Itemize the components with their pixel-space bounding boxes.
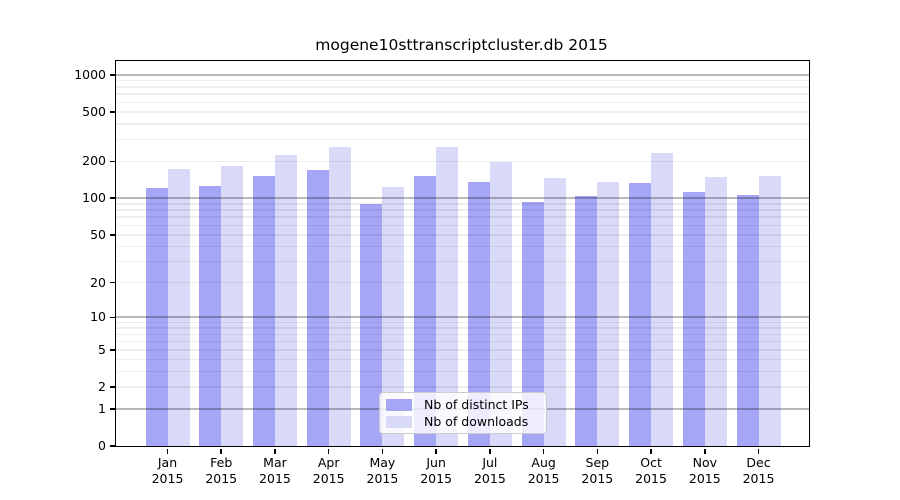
gridline-minor (116, 111, 809, 113)
legend-item-distinct-ips: Nb of distinct IPs (386, 397, 540, 412)
x-axis-tick-label: Feb 2015 (205, 455, 238, 486)
x-axis-tick (435, 449, 437, 454)
x-axis-tick (327, 449, 330, 454)
y-axis-tick (110, 74, 115, 76)
x-axis-tick (650, 449, 652, 454)
y-axis-tick (110, 349, 115, 351)
plot-area: Nb of distinct IPs Nb of downloads 0 1 2 5 1… (74, 60, 810, 486)
y-axis-tick-label: 1 (98, 400, 106, 416)
y-axis-tick-label: 200 (82, 153, 106, 169)
bar-downloads-may (382, 187, 405, 446)
bar-distinct-ips-sep (575, 195, 598, 446)
y-axis-tick-label: 0 (98, 438, 106, 453)
gridline-decade (116, 74, 809, 77)
gridline-minor (116, 79, 809, 82)
bar-downloads-aug (543, 178, 566, 446)
gridline-minor (116, 93, 809, 95)
bar-distinct-ips-may (360, 203, 383, 446)
x-axis-tick-label: Oct 2015 (635, 455, 667, 486)
y-axis-tick (110, 386, 115, 388)
bar-downloads-feb (221, 166, 244, 446)
legend: Nb of distinct IPs Nb of downloads (379, 392, 547, 434)
x-axis-tick (757, 449, 760, 454)
y-axis-tick-label: 2 (98, 379, 106, 395)
y-axis-tick (110, 445, 115, 447)
gridline-minor (116, 123, 809, 125)
y-axis-tick-label: 20 (90, 274, 106, 290)
gridline-minor (116, 86, 809, 88)
x-axis-tick (704, 449, 706, 454)
gridline-minor (116, 101, 809, 104)
bar-distinct-ips-nov (682, 191, 705, 446)
y-axis-tick (110, 234, 115, 236)
y-axis-tick-label: 100 (82, 190, 106, 206)
x-axis-tick-label: Sep 2015 (581, 455, 614, 486)
y-axis-tick-label: 500 (82, 104, 106, 120)
bar-downloads-jul (489, 162, 512, 446)
bar-downloads-apr (328, 146, 351, 446)
x-axis-tick (166, 449, 169, 454)
bar-distinct-ips-jun (414, 175, 437, 446)
x-axis-tick-label: Mar 2015 (259, 455, 291, 486)
bar-distinct-ips-mar (252, 175, 275, 446)
bar-distinct-ips-aug (521, 201, 544, 446)
bar-distinct-ips-feb (199, 185, 222, 446)
gridline-minor (116, 160, 809, 163)
bar-downloads-sep (597, 182, 620, 446)
x-axis-tick (220, 449, 222, 454)
x-axis-tick-label: Aug 2015 (527, 455, 560, 486)
bar-distinct-ips-oct (629, 183, 652, 446)
y-axis-tick-label: 10 (90, 309, 106, 325)
y-axis-tick (110, 111, 115, 113)
x-axis-tick-label: Nov 2015 (688, 455, 721, 486)
y-axis-tick (110, 281, 115, 284)
bar-distinct-ips-dec (736, 194, 759, 446)
y-axis-tick-label: 50 (90, 226, 106, 242)
y-axis-tick (110, 197, 115, 199)
x-axis-tick-label: Apr 2015 (312, 455, 345, 486)
x-axis-tick-label: May 2015 (366, 455, 399, 486)
x-axis-tick-label: Jun 2015 (420, 455, 453, 486)
y-axis-tick (110, 316, 115, 318)
legend-swatch-downloads (386, 415, 412, 428)
y-axis-tick-label: 1000 (74, 67, 106, 83)
x-axis-tick-label: Dec 2015 (742, 455, 775, 486)
legend-label-distinct-ips: Nb of distinct IPs (424, 397, 529, 412)
legend-item-downloads: Nb of downloads (386, 414, 540, 429)
x-axis-tick (489, 449, 491, 454)
x-axis-tick (542, 449, 545, 454)
bar-downloads-nov (704, 177, 727, 446)
x-axis-tick (381, 449, 384, 454)
bar-downloads-oct (651, 153, 674, 446)
bar-distinct-ips-jul (467, 181, 490, 446)
x-axis-tick (274, 449, 276, 454)
x-axis-tick-label: Jul 2015 (473, 455, 506, 486)
bar-downloads-jan (167, 168, 190, 446)
x-axis-tick (596, 449, 599, 454)
bar-downloads-jun (436, 147, 459, 446)
bar-distinct-ips-apr (306, 169, 329, 446)
bar-downloads-mar (274, 154, 297, 446)
y-axis-tick (110, 160, 115, 163)
gridline-minor (116, 138, 809, 141)
chart-title: mogene10sttranscriptcluster.db 2015 (315, 36, 608, 54)
legend-label-downloads: Nb of downloads (424, 414, 529, 429)
bar-downloads-dec (758, 175, 781, 446)
y-axis-tick (110, 408, 115, 410)
bar-distinct-ips-jan (145, 187, 168, 446)
x-axis-tick-label: Jan 2015 (151, 455, 184, 486)
legend-swatch-distinct-ips (386, 398, 412, 411)
y-axis-tick-label: 5 (98, 341, 106, 357)
